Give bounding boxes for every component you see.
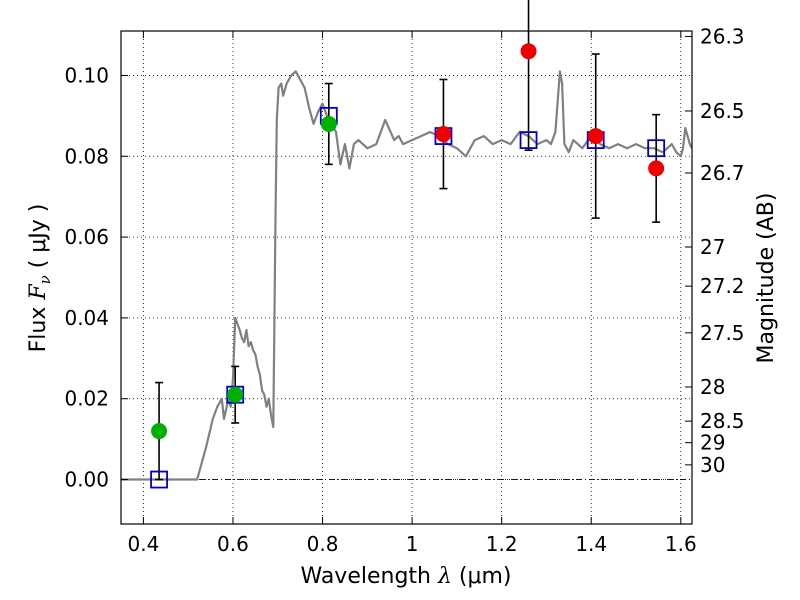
y2-tick-label: 27.2 (700, 274, 745, 298)
broadband-model-square (519, 131, 538, 150)
broadband-model-square (150, 470, 168, 489)
broadband-model-square (647, 139, 666, 158)
grid-lines (121, 31, 692, 524)
detection-point (151, 423, 168, 440)
y-tick-label: 0.00 (64, 468, 109, 492)
y2-tick-label: 30 (700, 453, 725, 477)
y2-tick-label: 27.5 (700, 321, 745, 345)
y2-tick-label: 26.7 (700, 161, 745, 185)
detection-point (320, 115, 337, 132)
x-tick-label: 1.6 (665, 532, 697, 556)
x-tick-label: 1 (406, 532, 419, 556)
y2-tick-label: 26.3 (700, 24, 745, 48)
y2-tick-label: 29 (700, 431, 725, 455)
nondetection-point (435, 126, 452, 143)
x-tick-label: 0.6 (217, 532, 249, 556)
y-tick-label: 0.02 (64, 387, 109, 411)
nondetection-point (520, 43, 537, 60)
secondary-y-axis-label: Magnitude (AB) (754, 193, 779, 364)
y-tick-label: 0.06 (64, 225, 109, 249)
y-axis-label: Flux Fν ( μJy ) (26, 204, 54, 353)
x-tick-label: 1.2 (486, 532, 518, 556)
y2-tick-label: 27 (700, 235, 725, 259)
y2-tick-label: 28.5 (700, 409, 745, 433)
x-tick-label: 0.8 (307, 532, 339, 556)
y2-tick-label: 28 (700, 375, 725, 399)
model-spectrum-line (121, 70, 692, 481)
nondetection-point (587, 128, 604, 145)
detection-point (227, 386, 244, 403)
y-tick-label: 0.10 (64, 63, 109, 87)
y-tick-label: 0.08 (64, 144, 109, 168)
plot-frame (120, 30, 693, 525)
y-tick-label: 0.04 (64, 306, 109, 330)
x-tick-label: 1.4 (575, 532, 607, 556)
nondetection-point (648, 160, 665, 177)
x-axis-label: Wavelength λ (μm) (300, 564, 511, 589)
y2-tick-label: 26.5 (700, 99, 745, 123)
x-tick-label: 0.4 (127, 532, 159, 556)
